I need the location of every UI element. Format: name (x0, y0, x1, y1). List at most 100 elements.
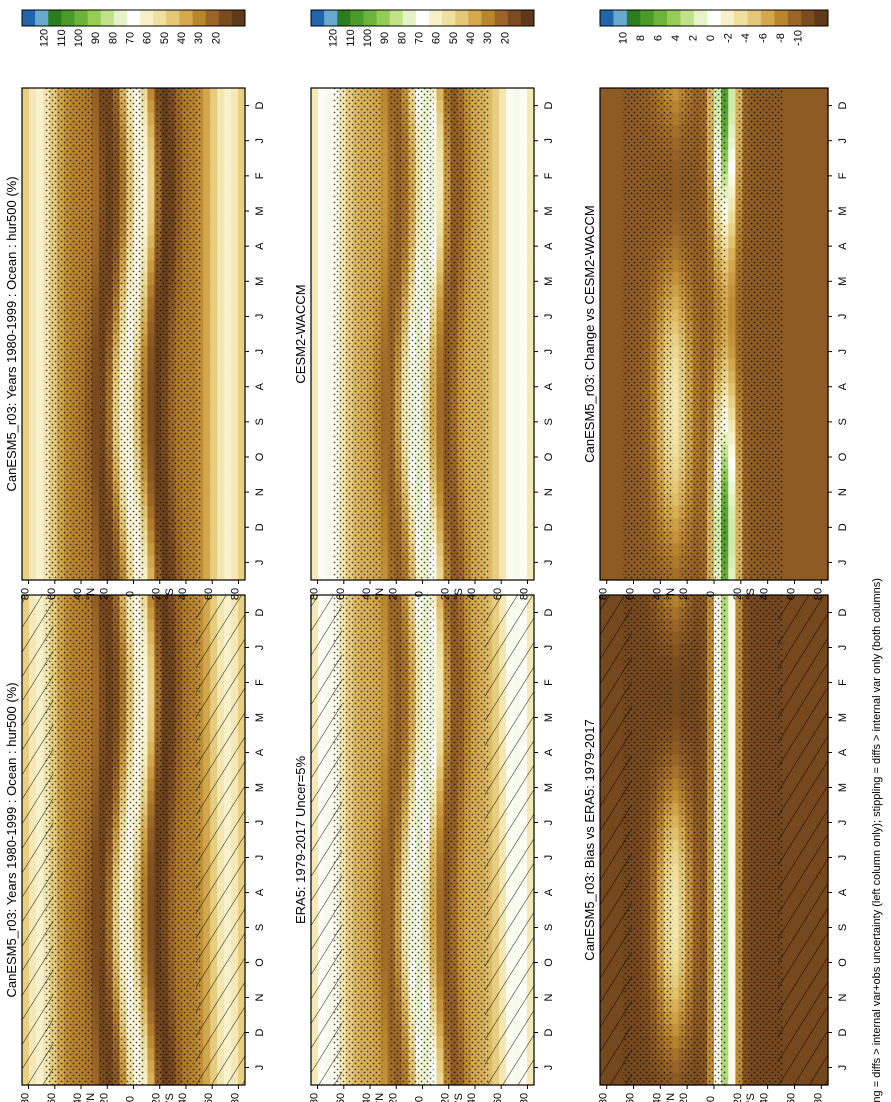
colorbar-label: 50 (159, 32, 171, 44)
heatmap-cell (317, 346, 326, 360)
heatmap-cell (91, 791, 100, 804)
lat-tick-label: 40 (72, 1093, 84, 1102)
heatmap-cell (217, 223, 225, 237)
hemisphere-label: °S (164, 588, 176, 600)
heatmap-cell (147, 1072, 156, 1086)
heatmap-cell (311, 247, 319, 261)
heatmap-cell (231, 506, 239, 520)
heatmap-cell (436, 211, 445, 224)
heatmap-cell (499, 334, 507, 347)
heatmap-cell (527, 272, 535, 286)
heatmap-cell (224, 272, 232, 286)
month-tick-label: M (254, 783, 266, 792)
heatmap-cell (492, 223, 500, 237)
lat-tick-label: 0 (414, 1096, 426, 1102)
heatmap-cell (210, 124, 218, 138)
heatmap-cell (35, 149, 44, 163)
heatmap-cell (147, 506, 156, 520)
heatmap-cell (91, 420, 100, 433)
heatmap-cell (91, 1011, 100, 1025)
heatmap-cell (217, 88, 225, 101)
heatmap-cell (311, 124, 319, 138)
heatmap-cell (513, 211, 521, 224)
heatmap-cell (324, 124, 333, 138)
heatmap-cell (380, 223, 389, 237)
lat-tick-label: 20 (387, 1093, 399, 1102)
heatmap-cell (217, 211, 225, 224)
heatmap-cell (35, 100, 44, 114)
heatmap-cell (22, 223, 30, 237)
heatmap-cell (203, 124, 211, 138)
colorbar-swatch (205, 10, 220, 26)
heatmap-cell (22, 100, 30, 114)
heatmap-cell (22, 161, 30, 175)
month-tick-label: S (254, 418, 266, 425)
heatmap-cell (311, 284, 319, 298)
colorbar-swatch (61, 10, 75, 26)
heatmap-cell (35, 309, 44, 323)
heatmap-cell (147, 186, 156, 200)
heatmap-cell (91, 962, 100, 976)
heatmap-cell (506, 100, 514, 114)
heatmap-cell (436, 999, 445, 1013)
heatmap-cell (380, 1036, 389, 1049)
heatmap-cell (238, 112, 246, 126)
heatmap-cell (499, 88, 507, 101)
heatmap-cell (436, 852, 445, 866)
hemisphere-label: °S (453, 1093, 465, 1102)
heatmap-cell (91, 950, 100, 964)
heatmap-cell (436, 186, 445, 200)
heatmap-cell (147, 693, 156, 706)
heatmap-cell (35, 334, 44, 347)
heatmap-cell (28, 88, 37, 101)
heatmap-cell (238, 247, 246, 261)
month-tick-label: J (543, 855, 555, 861)
heatmap-cell (91, 211, 100, 224)
heatmap-cell (520, 383, 528, 397)
heatmap-cell (492, 186, 500, 200)
heatmap-cell (210, 334, 218, 347)
heatmap-cell (210, 297, 218, 310)
heatmap-cell (224, 395, 232, 409)
heatmap-cell (224, 346, 232, 360)
heatmap-cell (28, 420, 37, 433)
heatmap-cell (380, 742, 389, 755)
month-tick-label: F (543, 679, 555, 686)
heatmap-cell (217, 174, 225, 187)
heatmap-cell (147, 840, 156, 853)
heatmap-cell (380, 815, 389, 829)
heatmap-cell (147, 876, 156, 890)
heatmap-cell (311, 321, 319, 335)
heatmap-cell (380, 766, 389, 780)
heatmap-cell (217, 506, 225, 520)
heatmap-cell (520, 260, 528, 274)
hemisphere-label: °N (374, 1093, 386, 1102)
heatmap-cell (436, 803, 445, 817)
heatmap-cell (499, 124, 507, 138)
heatmap-cell (436, 754, 445, 768)
heatmap-cell (203, 493, 211, 507)
heatmap-cell (436, 668, 445, 682)
hemisphere-label: °N (85, 588, 97, 600)
heatmap-cell (35, 469, 44, 483)
heatmap-cell (147, 284, 156, 298)
heatmap-cell (224, 383, 232, 397)
heatmap-cell (91, 469, 100, 483)
heatmap-cell (436, 284, 445, 298)
heatmap-cell (499, 309, 507, 323)
heatmap-cell (147, 938, 156, 951)
month-tick-label: J (543, 1065, 555, 1071)
heatmap-cell (91, 383, 100, 397)
heatmap-cell (436, 137, 445, 151)
heatmap-cell (324, 198, 333, 212)
heatmap-cell (35, 211, 44, 224)
heatmap-cell (513, 100, 521, 114)
heatmap-cell (35, 112, 44, 126)
heatmap-cell (380, 876, 389, 890)
heatmap-cell (527, 235, 535, 249)
heatmap-cell (436, 974, 445, 988)
heatmap-cell (436, 161, 445, 175)
heatmap-cell (35, 346, 44, 360)
heatmap-cell (22, 469, 30, 483)
heatmap-cell (210, 272, 218, 286)
